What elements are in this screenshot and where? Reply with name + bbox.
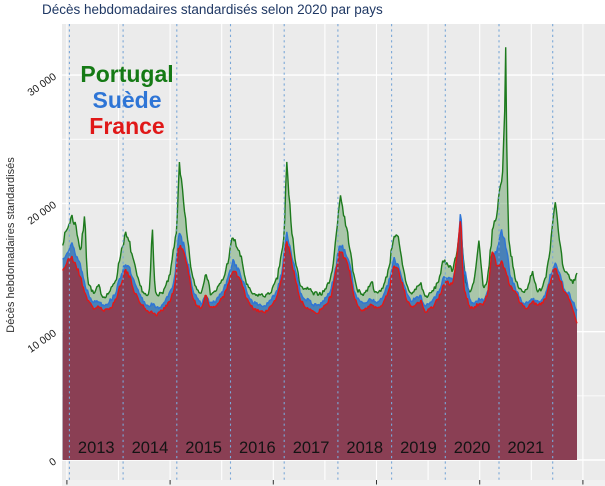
x-year-label: 2021 [507,439,544,457]
y-tick-label: 10 000 [26,327,59,355]
legend-item-portugal: Portugal [80,61,174,87]
legend-item-france: France [89,113,165,139]
y-tick-label: 0 [47,456,59,469]
x-year-label: 2015 [185,439,222,457]
x-year-label: 2017 [293,439,330,457]
france-area [62,221,577,460]
y-tick-label: 30 000 [26,71,59,99]
x-year-label: 2020 [454,439,491,457]
series-layer [62,47,578,461]
x-year-label: 2016 [239,439,276,457]
chart-title: Décès hebdomadaires standardisés selon 2… [42,2,383,17]
x-year-label: 2018 [346,439,383,457]
axis-strip [62,480,605,486]
x-year-label: 2014 [132,439,169,457]
y-axis-title: Décès hebdomadaires standardisés [5,157,17,333]
x-year-label: 2019 [400,439,437,457]
portugal-line [62,47,578,299]
legend-item-suede: Suède [92,87,162,113]
legend: Portugal Suède France [68,61,186,139]
y-tick-label: 20 000 [26,199,59,227]
france-line [62,221,578,324]
x-year-label: 2013 [78,439,115,457]
